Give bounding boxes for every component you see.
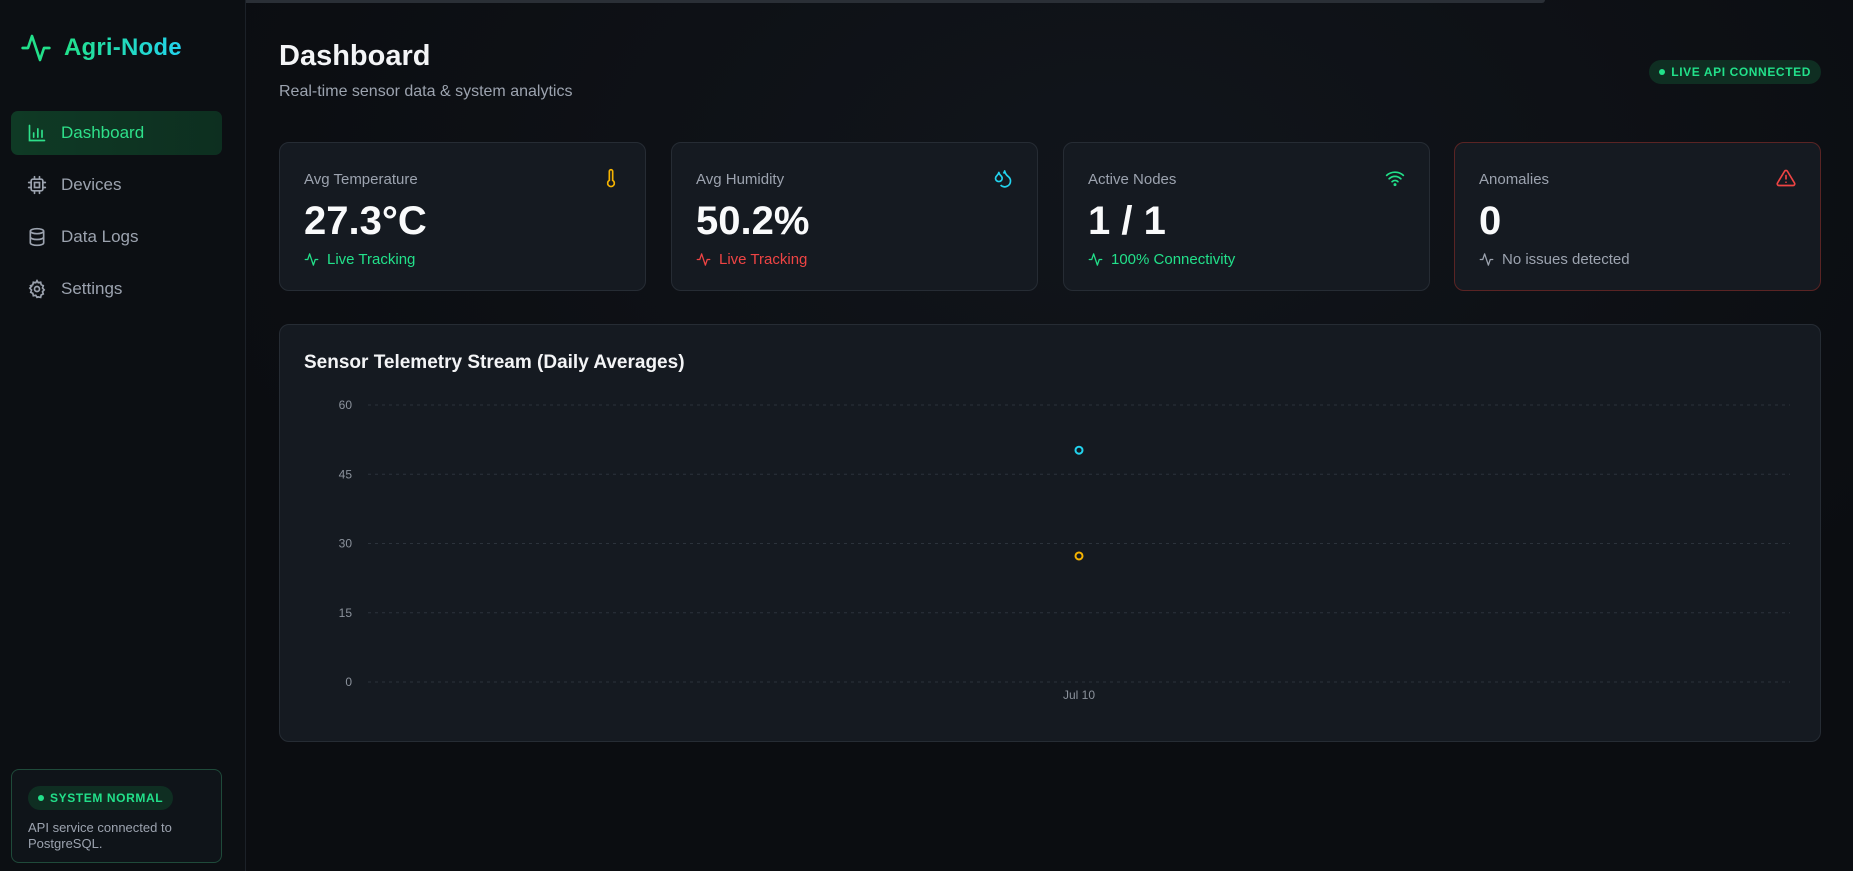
sidebar-item-dashboard[interactable]: Dashboard [11,111,222,155]
status-dot [1659,69,1666,75]
card-footer-text: Live Tracking [719,251,808,268]
status-dot [38,795,44,801]
data-point [1074,551,1084,561]
sidebar: Agri-Node Dashboard Devices Data Logs Se… [0,0,246,871]
alert-triangle-icon [1776,169,1796,187]
sidebar-item-label: Settings [61,279,123,298]
card-value: 1 / 1 [1088,199,1166,243]
gear-icon [28,279,46,299]
droplets-icon [994,170,1012,188]
sidebar-item-settings[interactable]: Settings [11,267,222,311]
live-api-badge: LIVE API CONNECTED [1649,60,1821,84]
system-status-box: SYSTEM NORMAL API service connected to P… [11,769,222,863]
sidebar-item-label: Devices [61,175,122,194]
activity-icon [304,253,319,266]
database-icon [29,227,45,247]
wifi-icon [1385,171,1405,187]
y-tick-label: 0 [345,675,352,689]
card-anomalies: Anomalies 0 No issues detected [1454,142,1821,291]
card-label: Anomalies [1479,171,1550,188]
card-avg-temperature: Avg Temperature 27.3°C Live Tracking [279,142,646,291]
sidebar-item-label: Dashboard [61,123,145,142]
activity-icon [696,253,711,266]
card-value: 50.2% [696,199,810,243]
system-status-badge: SYSTEM NORMAL [28,786,174,810]
system-status-text: API service connected to PostgreSQL. [28,820,172,851]
card-footer-text: No issues detected [1502,251,1630,268]
card-footer: Live Tracking [696,251,807,268]
card-footer-text: Live Tracking [327,251,416,268]
card-footer: Live Tracking [304,251,415,268]
y-tick-label: 60 [339,398,353,412]
sidebar-item-label: Data Logs [61,227,139,246]
card-footer: 100% Connectivity [1088,251,1235,268]
card-label: Avg Temperature [304,171,418,188]
brand[interactable]: Agri-Node [20,32,182,64]
thermometer-icon [606,168,616,188]
card-active-nodes: Active Nodes 1 / 1 100% Connectivity [1063,142,1430,291]
card-footer-text: 100% Connectivity [1111,251,1236,268]
telemetry-chart: 0 15 30 45 60 Jul 10 [339,398,1790,702]
sidebar-item-data-logs[interactable]: Data Logs [11,215,222,259]
card-value: 0 [1479,199,1502,243]
card-footer: No issues detected [1479,251,1630,268]
cpu-icon [27,175,47,195]
activity-icon [1088,253,1103,266]
card-avg-humidity: Avg Humidity 50.2% Live Tracking [671,142,1038,291]
telemetry-chart-panel: Sensor Telemetry Stream (Daily Averages)… [279,324,1821,742]
brand-name: Agri-Node [64,34,182,61]
y-tick-label: 15 [339,606,353,620]
page-subtitle: Real-time sensor data & system analytics [279,83,573,100]
card-label: Active Nodes [1088,171,1177,188]
y-tick-label: 45 [339,467,353,481]
x-tick-label: Jul 10 [1063,688,1095,702]
activity-icon [1479,253,1494,266]
data-point [1074,445,1084,455]
activity-logo-icon [21,34,51,62]
sidebar-item-devices[interactable]: Devices [11,163,222,207]
sidebar-nav: Dashboard Devices Data Logs Settings [11,111,222,319]
page-title: Dashboard [279,40,431,72]
top-scroll-indicator [200,0,1545,3]
live-api-label: LIVE API CONNECTED [1671,65,1811,79]
card-label: Avg Humidity [696,171,785,188]
card-value: 27.3°C [304,199,427,243]
chart-title: Sensor Telemetry Stream (Daily Averages) [304,352,685,373]
system-status-label: SYSTEM NORMAL [50,791,164,805]
y-tick-label: 30 [339,537,353,551]
bar-chart-icon [28,124,46,142]
